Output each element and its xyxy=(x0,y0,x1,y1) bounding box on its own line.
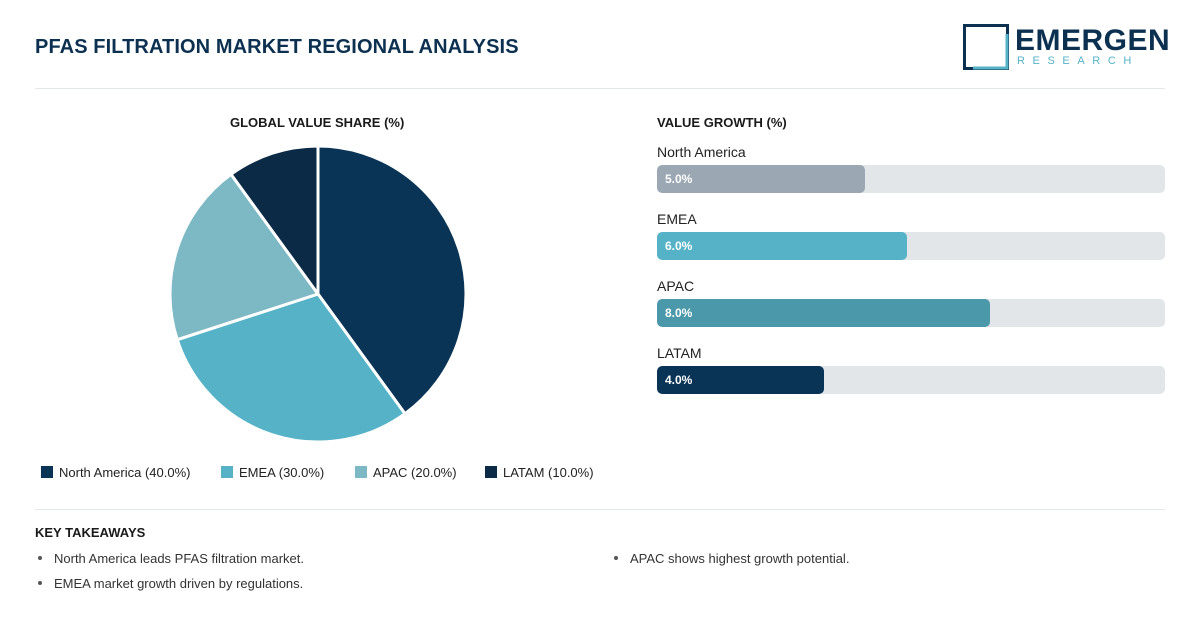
pie-legend: North America (40.0%) EMEA (30.0%) APAC (2… xyxy=(41,463,641,481)
bar-fill xyxy=(657,232,907,260)
bar-fill xyxy=(657,165,865,193)
bar-track: 4.0% xyxy=(657,366,1165,394)
bar-row: North America 5.0% xyxy=(657,144,1165,193)
bullet-icon xyxy=(38,556,42,560)
legend-item: LATAM (10.0%) xyxy=(485,463,594,481)
bar-category-label: LATAM xyxy=(657,345,702,361)
bar-track: 6.0% xyxy=(657,232,1165,260)
logo-mark-icon xyxy=(963,24,1009,70)
legend-label: EMEA (30.0%) xyxy=(239,464,325,480)
bar-track: 8.0% xyxy=(657,299,1165,327)
key-takeaways-title: KEY TAKEAWAYS xyxy=(35,525,146,540)
bar-row: EMEA 6.0% xyxy=(657,211,1165,260)
emergen-research-logo: EMERGEN RESEARCH xyxy=(963,24,1170,70)
bar-value-label: 6.0% xyxy=(665,239,693,253)
bar-value-label: 5.0% xyxy=(665,172,693,186)
legend-label: North America (40.0%) xyxy=(59,464,191,480)
pie-slice-latam xyxy=(229,144,320,296)
bar-row: LATAM 4.0% xyxy=(657,345,1165,394)
takeaway-item: EMEA market growth driven by regulations… xyxy=(38,575,303,591)
bar-category-label: EMEA xyxy=(657,211,697,227)
takeaway-text: APAC shows highest growth potential. xyxy=(630,550,850,566)
bar-value-label: 8.0% xyxy=(665,306,693,320)
bullet-icon xyxy=(614,556,618,560)
bar-chart-title: VALUE GROWTH (%) xyxy=(657,115,787,130)
pie-slice-north-america xyxy=(316,144,468,416)
legend-item: North America (40.0%) xyxy=(41,463,191,481)
takeaway-item: North America leads PFAS filtration mark… xyxy=(38,550,304,566)
bullet-icon xyxy=(38,581,42,585)
legend-swatch xyxy=(221,466,233,478)
pie-chart-title: GLOBAL VALUE SHARE (%) xyxy=(230,115,405,130)
logo-wordmark: EMERGEN xyxy=(1015,24,1171,57)
bar-value-label: 4.0% xyxy=(665,373,693,387)
legend-swatch xyxy=(355,466,367,478)
takeaway-text: EMEA market growth driven by regulations… xyxy=(54,575,304,591)
takeaway-text: North America leads PFAS filtration mark… xyxy=(54,550,304,566)
bar-fill xyxy=(657,299,990,327)
pie-chart xyxy=(168,144,468,444)
legend-swatch xyxy=(485,466,497,478)
legend-item: EMEA (30.0%) xyxy=(221,463,324,481)
bar-fill xyxy=(657,366,824,394)
bar-category-label: APAC xyxy=(657,278,695,294)
pie-slice-apac xyxy=(168,172,320,342)
legend-swatch xyxy=(41,466,53,478)
logo-subtitle: RESEARCH xyxy=(1017,55,1139,67)
legend-item: APAC (20.0%) xyxy=(355,463,457,481)
section-divider xyxy=(35,509,1165,510)
bar-track: 5.0% xyxy=(657,165,1165,193)
header: PFAS FILTRATION MARKET REGIONAL ANALYSIS… xyxy=(35,0,1170,89)
legend-label: APAC (20.0%) xyxy=(373,464,457,480)
legend-label: LATAM (10.0%) xyxy=(503,464,594,480)
page-title: PFAS FILTRATION MARKET REGIONAL ANALYSIS xyxy=(35,36,519,58)
pie-slice-emea xyxy=(175,292,407,444)
bar-category-label: North America xyxy=(657,144,746,160)
bar-row: APAC 8.0% xyxy=(657,278,1165,327)
takeaway-item: APAC shows highest growth potential. xyxy=(614,550,849,566)
